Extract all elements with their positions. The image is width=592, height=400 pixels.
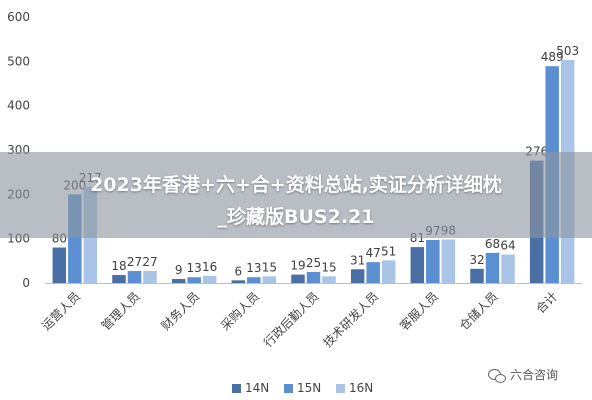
category-label: 运营人员 [39, 289, 83, 333]
y-tick-label: 500 [7, 54, 30, 68]
y-tick-label: 0 [22, 276, 30, 290]
bar-15N [485, 252, 500, 283]
category-label: 仓储人员 [456, 289, 501, 334]
data-label: 68 [485, 237, 500, 251]
category-label: 行政后勤人员 [261, 289, 322, 350]
data-label: 489 [541, 50, 564, 64]
legend-swatch-15N [284, 384, 293, 393]
data-label: 15 [321, 260, 336, 274]
bar-16N [143, 271, 157, 283]
data-label: 31 [350, 253, 365, 267]
legend-label-16N: 16N [349, 381, 373, 395]
bar-15N [366, 262, 380, 283]
data-label: 18 [111, 259, 126, 273]
data-label: 13 [187, 261, 202, 275]
legend-label-14N: 14N [245, 381, 269, 395]
wechat-icon [488, 368, 506, 383]
legend-label-15N: 15N [297, 381, 321, 395]
bar-15N [127, 271, 142, 283]
data-label: 13 [246, 261, 261, 275]
bar-16N [381, 260, 396, 283]
bar-16N [262, 276, 277, 283]
data-label: 27 [127, 255, 142, 269]
category-label: 管理人员 [98, 289, 143, 334]
category-label: 合计 [533, 289, 561, 317]
category-label: 技术研发人员 [320, 289, 382, 351]
legend-swatch-14N [232, 384, 241, 393]
y-tick-label: 400 [7, 99, 30, 113]
bar-16N [501, 254, 515, 283]
data-label: 25 [306, 256, 321, 270]
bar-14N [171, 279, 186, 283]
data-label: 503 [556, 44, 579, 58]
data-label: 51 [381, 244, 396, 258]
watermark-text: 六合咨询 [510, 368, 559, 382]
bar-16N [441, 239, 456, 283]
bar-14N [350, 269, 365, 283]
bar-15N [306, 271, 321, 283]
overlay-line-2: _珍藏版BUS2.21 [217, 206, 375, 228]
data-label: 32 [469, 253, 484, 267]
bar-16N [322, 276, 336, 283]
category-label: 客服人员 [396, 289, 441, 334]
data-label: 64 [500, 239, 515, 253]
data-label: 6 [235, 264, 243, 278]
data-label: 27 [142, 255, 157, 269]
y-tick-label: 600 [7, 10, 30, 24]
data-label: 16 [202, 260, 217, 274]
bar-16N [202, 275, 217, 283]
bar-14N [410, 247, 425, 283]
bar-15N [426, 239, 440, 283]
title-overlay-banner: 2023年香港+六+合+资料总站,实证分析详细枕 _珍藏版BUS2.21 [0, 152, 592, 238]
data-label: 15 [262, 260, 277, 274]
bar-15N [187, 277, 201, 283]
bar-14N [231, 280, 246, 283]
data-label: 19 [290, 259, 305, 273]
legend-swatch-16N [336, 384, 345, 393]
category-label: 财务人员 [158, 289, 203, 334]
bar-14N [291, 274, 305, 283]
watermark: 六合咨询 [488, 366, 558, 383]
category-label: 采购人员 [217, 289, 262, 334]
data-label: 47 [366, 246, 381, 260]
bar-14N [470, 268, 484, 283]
data-label: 9 [175, 263, 183, 277]
bar-15N [247, 277, 261, 283]
overlay-line-1: 2023年香港+六+合+资料总站,实证分析详细枕 [90, 174, 502, 196]
bar-14N [52, 247, 67, 283]
bar-14N [112, 275, 126, 283]
